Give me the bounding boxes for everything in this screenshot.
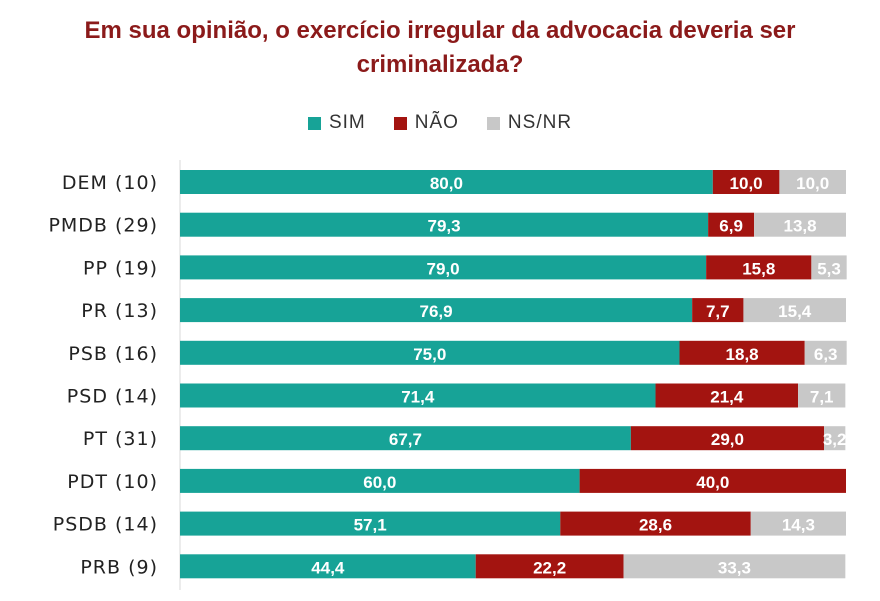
- bar-segment-nsnr: [798, 383, 846, 408]
- data-label-nsnr: 7,1: [810, 388, 834, 407]
- data-label-nao: 6,9: [719, 217, 743, 236]
- legend-label-nao: NÃO: [414, 112, 459, 133]
- bar-segment-nsnr: [779, 170, 846, 194]
- data-label-nsnr: 33,3: [718, 558, 751, 577]
- bar-segment-nao: [579, 468, 846, 493]
- bar-segment-sim: [180, 554, 476, 579]
- data-label-sim: 79,0: [427, 259, 460, 278]
- bar-segment-nsnr: [623, 554, 846, 579]
- data-label-nsnr: 10,0: [796, 174, 829, 193]
- bar-segment-nao: [630, 426, 825, 451]
- data-label-nao: 22,2: [533, 558, 566, 577]
- bar-segment-nsnr: [824, 426, 846, 451]
- bar-segment-nsnr: [743, 298, 846, 323]
- data-label-sim: 60,0: [363, 473, 396, 492]
- data-label-sim: 79,3: [428, 217, 461, 236]
- bar-segment-sim: [180, 170, 713, 194]
- bar-segment-sim: [180, 383, 656, 408]
- data-label-nsnr: 15,4: [778, 302, 812, 321]
- legend-item-sim: SIM: [307, 112, 366, 134]
- bar-segment-nao: [655, 383, 799, 408]
- data-label-nao: 15,8: [742, 259, 775, 278]
- chart-title-line-1: Em sua opinião, o exercício irregular da…: [84, 17, 796, 44]
- category-label: PT (31): [83, 428, 158, 450]
- bar-segment-sim: [180, 212, 709, 237]
- legend-item-nao: NÃO: [393, 112, 459, 134]
- data-label-nao: 10,0: [730, 174, 763, 193]
- data-label-sim: 80,0: [430, 174, 463, 193]
- legend-swatch-nao: [393, 116, 407, 130]
- data-label-nao: 18,8: [726, 345, 759, 364]
- category-label: PSB (16): [68, 343, 158, 365]
- category-label: PRB (9): [80, 556, 158, 578]
- bar-segment-sim: [180, 340, 680, 365]
- category-label: DEM (10): [62, 172, 158, 194]
- bar-segment-sim: [180, 298, 693, 323]
- data-label-nsnr: 14,3: [782, 516, 815, 535]
- bar-segment-nao: [706, 255, 812, 280]
- bar-segment-nao: [692, 298, 744, 323]
- bar-segment-nao: [712, 170, 780, 194]
- category-label: PMDB (29): [48, 215, 158, 237]
- bar-segment-sim: [180, 468, 580, 493]
- bar-segment-nao: [679, 340, 805, 365]
- data-label-sim: 44,4: [311, 558, 345, 577]
- bar-segment-nsnr: [811, 255, 847, 280]
- category-label: PSDB (14): [53, 514, 158, 536]
- bar-segment-nsnr: [750, 511, 846, 536]
- legend-label-nsnr: NS/NR: [507, 112, 573, 133]
- data-label-sim: 76,9: [420, 302, 453, 321]
- bar-segment-nao: [475, 554, 624, 579]
- data-label-nao: 28,6: [639, 516, 672, 535]
- data-label-nao: 40,0: [696, 473, 729, 492]
- data-label-nao: 29,0: [711, 430, 744, 449]
- bar-segment-sim: [180, 511, 561, 536]
- data-label-sim: 67,7: [389, 430, 422, 449]
- category-label: PR (13): [81, 300, 158, 322]
- bar-segment-nao: [708, 212, 755, 237]
- chart-title: Em sua opinião, o exercício irregular da…: [0, 14, 880, 82]
- data-label-sim: 75,0: [413, 345, 446, 364]
- bar-segment-nao: [560, 511, 751, 536]
- data-label-nsnr: 5,3: [817, 259, 841, 278]
- category-label: PP (19): [83, 257, 158, 279]
- chart-title-line-2: criminalizada?: [356, 51, 524, 78]
- bar-segment-sim: [180, 255, 707, 280]
- data-label-nsnr: 13,8: [783, 217, 816, 236]
- legend-swatch-nsnr: [486, 116, 500, 130]
- data-label-sim: 71,4: [401, 388, 435, 407]
- legend-item-nsnr: NS/NR: [486, 112, 573, 134]
- data-label-nao: 21,4: [710, 388, 744, 407]
- bar-segment-sim: [180, 426, 631, 451]
- bar-segment-nsnr: [804, 340, 847, 365]
- category-label: PSD (14): [67, 386, 158, 408]
- bar-segment-nsnr: [754, 212, 846, 237]
- data-label-nsnr: 6,3: [814, 345, 838, 364]
- legend-swatch-sim: [307, 116, 321, 130]
- category-label: PDT (10): [67, 471, 158, 493]
- legend-label-sim: SIM: [328, 112, 366, 133]
- data-label-nsnr: 3,2: [823, 430, 847, 449]
- chart-legend: SIM NÃO NS/NR: [0, 112, 880, 134]
- data-label-nao: 7,7: [706, 302, 730, 321]
- data-label-sim: 57,1: [354, 516, 387, 535]
